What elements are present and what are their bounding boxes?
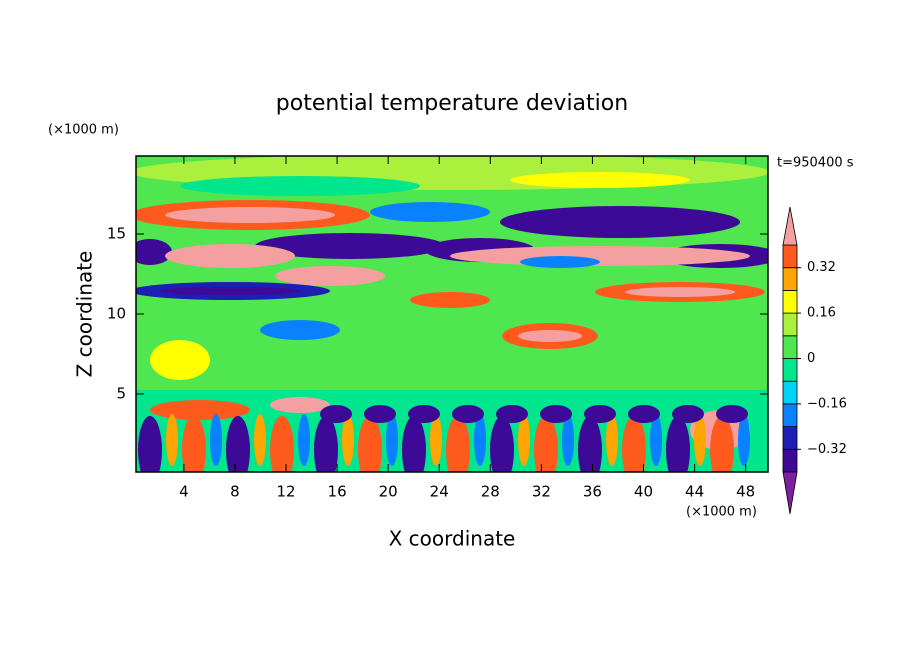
field-column	[694, 414, 706, 466]
field-blob	[165, 244, 295, 268]
x-tick-label: 48	[736, 483, 755, 501]
field-blob	[275, 266, 385, 286]
y-axis-label: Z coordinate	[73, 251, 97, 378]
field-blob	[370, 202, 490, 222]
colorbar-box	[782, 289, 798, 314]
field-column	[138, 416, 162, 472]
y-tick-label: 5	[116, 385, 126, 403]
field-column	[298, 414, 310, 466]
field-column	[622, 416, 646, 472]
y-tick-label: 15	[107, 225, 126, 243]
field-blob	[150, 400, 250, 420]
field-blob	[255, 233, 445, 259]
field-blob	[150, 340, 210, 380]
colorbar-box	[782, 244, 798, 269]
field-dome	[628, 405, 660, 423]
field-column	[446, 416, 470, 472]
x-tick-label: 40	[634, 483, 653, 501]
x-tick-label: 12	[276, 483, 295, 501]
colorbar-box	[782, 403, 798, 427]
field-column	[490, 416, 514, 472]
colorbar-tick-label: 0.16	[807, 306, 836, 321]
field-blob	[518, 330, 582, 342]
colorbar-tick-label: −0.16	[807, 396, 847, 411]
colorbar-box	[782, 312, 798, 337]
field-column	[606, 414, 618, 466]
field-blob	[165, 207, 335, 223]
field-dome	[716, 405, 748, 423]
x-tick-label: 28	[481, 483, 500, 501]
field-column	[182, 416, 206, 472]
contour-field	[136, 156, 768, 472]
field-dome	[408, 405, 440, 423]
field-dome	[496, 405, 528, 423]
colorbar-box	[782, 335, 798, 359]
colorbar-box	[782, 448, 798, 473]
x-tick-label: 16	[328, 483, 347, 501]
field-blob	[136, 239, 172, 265]
field-blob	[410, 292, 490, 308]
field-column	[358, 416, 382, 472]
x-unit-label: (×1000 m)	[686, 505, 757, 520]
field-column	[430, 414, 442, 466]
x-tick-label: 44	[685, 483, 704, 501]
field-column	[314, 416, 338, 472]
x-tick-label: 4	[179, 483, 189, 501]
field-dome	[320, 405, 352, 423]
field-column	[738, 414, 750, 466]
x-tick-label: 36	[583, 483, 602, 501]
field-column	[386, 414, 398, 466]
field-blob	[510, 172, 690, 188]
field-blob	[260, 320, 340, 340]
field-dome	[364, 405, 396, 423]
colorbar-tick-label: 0.32	[807, 260, 836, 275]
field-blob	[270, 397, 330, 413]
field-column	[166, 414, 178, 466]
field-column	[518, 414, 530, 466]
field-dome	[584, 405, 616, 423]
field-dome	[540, 405, 572, 423]
field-column	[226, 416, 250, 472]
field-column	[578, 416, 602, 472]
field-column	[210, 414, 222, 466]
field-dome	[672, 405, 704, 423]
colorbar-tick-label: 0	[807, 351, 815, 366]
field-column	[562, 414, 574, 466]
colorbar-high-triangle	[782, 206, 798, 246]
colorbar-box	[782, 380, 798, 405]
field-column	[254, 414, 266, 466]
chart-title: potential temperature deviation	[276, 91, 628, 116]
y-unit-label: (×1000 m)	[48, 123, 119, 138]
colorbar-box	[782, 426, 798, 450]
x-tick-label: 20	[379, 483, 398, 501]
field-blob	[625, 287, 735, 297]
field-blob	[160, 287, 300, 295]
colorbar-low-triangle	[782, 471, 798, 515]
field-blob	[180, 176, 420, 196]
field-column	[710, 416, 734, 472]
colorbar-box	[782, 358, 798, 382]
x-tick-label: 24	[430, 483, 449, 501]
field-column	[342, 414, 354, 466]
field-blob	[520, 256, 600, 268]
field-dome	[452, 405, 484, 423]
field-column	[650, 414, 662, 466]
field-blob	[450, 246, 750, 266]
field-column	[474, 414, 486, 466]
x-tick-label: 8	[230, 483, 240, 501]
x-axis-label: X coordinate	[389, 527, 516, 551]
field-blob	[500, 206, 740, 238]
field-column	[534, 416, 558, 472]
time-label: t=950400 s	[777, 156, 854, 171]
x-tick-label: 32	[532, 483, 551, 501]
field-column	[402, 416, 426, 472]
y-tick-label: 10	[107, 305, 126, 323]
colorbar-box	[782, 267, 798, 291]
field-column	[666, 416, 690, 472]
colorbar-tick-label: −0.32	[807, 442, 847, 457]
field-column	[270, 416, 294, 472]
